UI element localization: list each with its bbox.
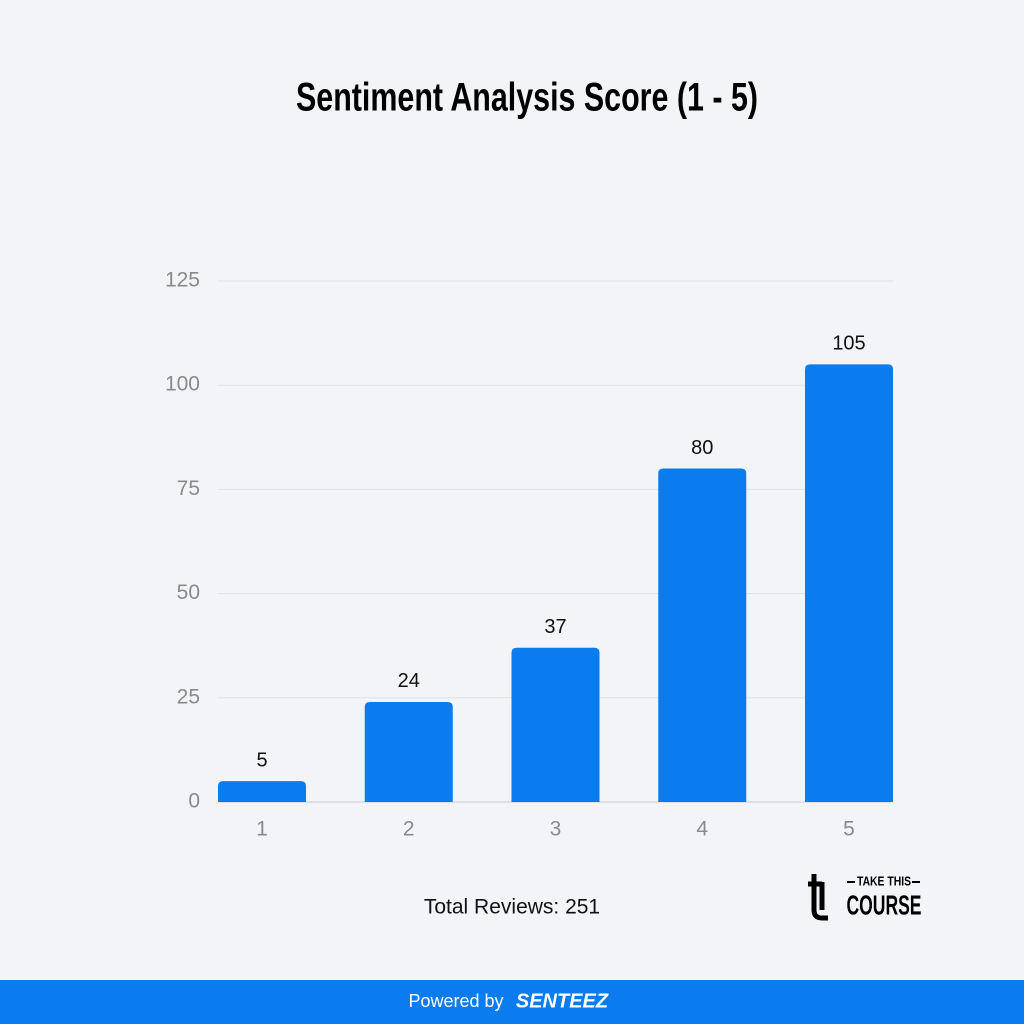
y-tick-label: 25 bbox=[177, 685, 200, 708]
footer-text: Powered by bbox=[408, 991, 503, 1011]
y-tick-label: 50 bbox=[177, 581, 200, 604]
bar bbox=[511, 647, 600, 802]
y-tick-label: 75 bbox=[177, 477, 200, 500]
bar bbox=[218, 781, 306, 802]
value-label: 105 bbox=[832, 333, 865, 355]
logo: TAKE THIS COURSE bbox=[808, 873, 922, 921]
logo-top: TAKE THIS bbox=[857, 873, 911, 888]
logo-icon bbox=[808, 874, 828, 921]
value-label: 24 bbox=[398, 670, 420, 692]
y-tick-label: 100 bbox=[165, 373, 200, 396]
footer-brand: SENTEEZ bbox=[516, 990, 609, 1012]
value-label: 37 bbox=[544, 616, 566, 638]
y-tick-label: 0 bbox=[188, 790, 200, 813]
annotation: Total Reviews: 251 bbox=[424, 896, 600, 919]
logo-bottom: COURSE bbox=[847, 889, 922, 920]
bar bbox=[805, 364, 893, 802]
value-label: 5 bbox=[256, 749, 267, 771]
value-label: 80 bbox=[691, 437, 713, 459]
bar bbox=[658, 468, 747, 802]
x-tick-label: 2 bbox=[403, 818, 415, 841]
chart-title: Sentiment Analysis Score (1 - 5) bbox=[296, 76, 758, 120]
x-tick-label: 1 bbox=[256, 818, 268, 841]
x-tick-label: 3 bbox=[550, 818, 562, 841]
x-tick-label: 5 bbox=[843, 818, 855, 841]
x-tick-label: 4 bbox=[696, 818, 708, 841]
footer-bar bbox=[0, 980, 1024, 1024]
y-tick-label: 125 bbox=[165, 269, 200, 292]
bar bbox=[364, 701, 453, 802]
